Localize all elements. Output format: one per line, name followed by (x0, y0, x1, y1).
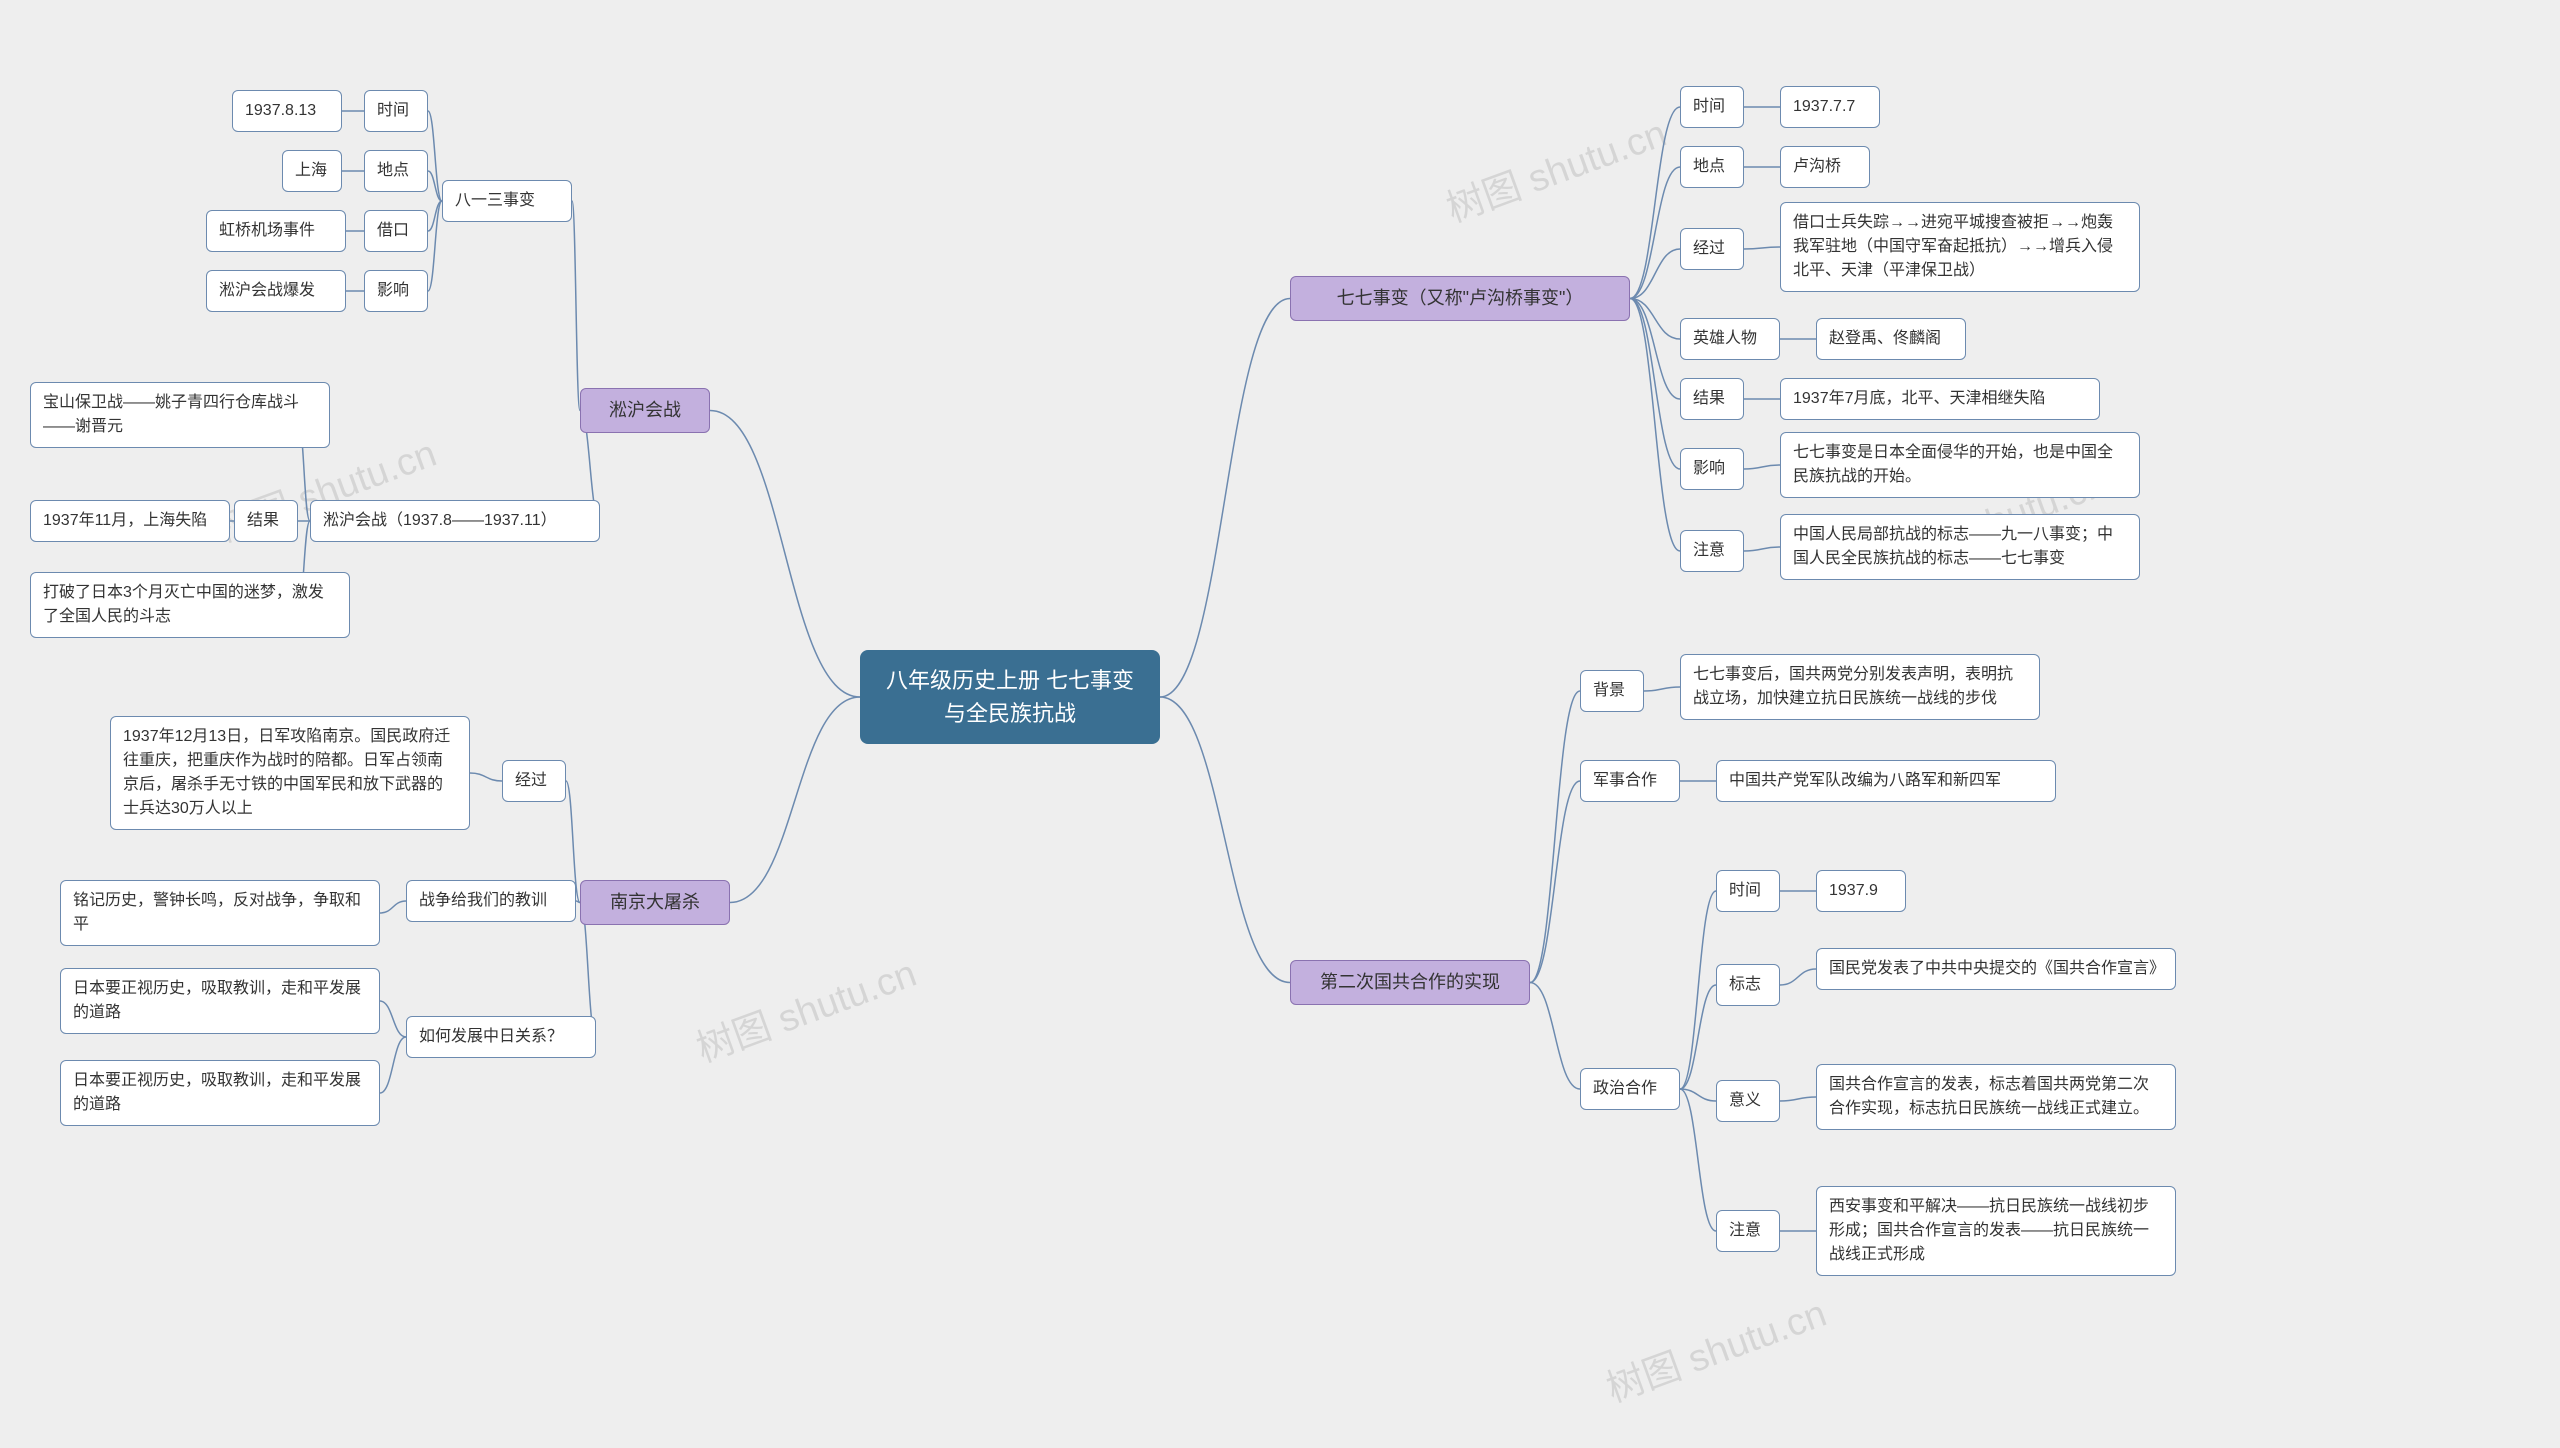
node-gg_bg_v[interactable]: 七七事变后，国共两党分别发表声明，表明抗战立场，加快建立抗日民族统一战线的步伐 (1680, 654, 2040, 720)
edge (1630, 299, 1680, 470)
edge (1780, 969, 1816, 985)
node-qq_note_v[interactable]: 中国人民局部抗战的标志——九一八事变；中国人民全民族抗战的标志——七七事变 (1780, 514, 2140, 580)
node-qq_hero_v[interactable]: 赵登禹、佟麟阁 (1816, 318, 1966, 360)
node-nj_less_v[interactable]: 铭记历史，警钟长鸣，反对战争，争取和平 (60, 880, 380, 946)
edge (1780, 1097, 1816, 1101)
node-sh_b_zy_v[interactable]: 宝山保卫战——姚子青四行仓库战斗——谢晋元 (30, 382, 330, 448)
edge (1644, 687, 1680, 691)
node-gg_pol_time_k[interactable]: 时间 (1716, 870, 1780, 912)
node-sh_813_pre_v[interactable]: 虹桥机场事件 (206, 210, 346, 252)
node-sh_b_res_v[interactable]: 1937年11月，上海失陷 (30, 500, 230, 542)
edge (380, 1037, 406, 1093)
edge (1160, 697, 1290, 983)
node-sh_813[interactable]: 八一三事变 (442, 180, 572, 222)
node-nj_rel_v1[interactable]: 日本要正视历史，吸取教训，走和平发展的道路 (60, 968, 380, 1034)
edge (1630, 299, 1680, 552)
node-nj_rel_k[interactable]: 如何发展中日关系？ (406, 1016, 596, 1058)
edge (1630, 107, 1680, 299)
node-sh_b_inf_v[interactable]: 打破了日本3个月灭亡中国的迷梦，激发了全国人民的斗志 (30, 572, 350, 638)
node-gg_pol_k[interactable]: 政治合作 (1580, 1068, 1680, 1110)
edge (380, 1001, 406, 1037)
edge (1530, 691, 1580, 983)
edge (572, 201, 580, 411)
edge (1744, 547, 1780, 551)
mindmap-canvas: 树图 shutu.cn树图 shutu.cn树图 shutu.cn树图 shut… (0, 0, 2560, 1448)
node-qq_proc_k[interactable]: 经过 (1680, 228, 1744, 270)
node-gg_pol_mark_k[interactable]: 标志 (1716, 964, 1780, 1006)
node-gg_pol_mark_v[interactable]: 国民党发表了中共中央提交的《国共合作宣言》 (1816, 948, 2176, 990)
node-sh_b_res_k[interactable]: 结果 (234, 500, 298, 542)
edge (1680, 1089, 1716, 1231)
node-b_nanjing[interactable]: 南京大屠杀 (580, 880, 730, 925)
node-qq_inf_v[interactable]: 七七事变是日本全面侵华的开始，也是中国全民族抗战的开始。 (1780, 432, 2140, 498)
node-qq_proc_v[interactable]: 借口士兵失踪→→进宛平城搜查被拒→→炮轰我军驻地（中国守军奋起抵抗）→→增兵入侵… (1780, 202, 2140, 292)
node-qq_inf_k[interactable]: 影响 (1680, 448, 1744, 490)
edge (1160, 299, 1290, 698)
node-b_songhu[interactable]: 淞沪会战 (580, 388, 710, 433)
node-nj_less_k[interactable]: 战争给我们的教训 (406, 880, 576, 922)
node-nj_proc_k[interactable]: 经过 (502, 760, 566, 802)
edge (470, 773, 502, 781)
node-qq_time_k[interactable]: 时间 (1680, 86, 1744, 128)
node-gg_pol_note_v[interactable]: 西安事变和平解决——抗日民族统一战线初步形成；国共合作宣言的发表——抗日民族统一… (1816, 1186, 2176, 1276)
node-gg_pol_mean_k[interactable]: 意义 (1716, 1080, 1780, 1122)
node-gg_mil_v[interactable]: 中国共产党军队改编为八路军和新四军 (1716, 760, 2056, 802)
node-qq_time_v[interactable]: 1937.7.7 (1780, 86, 1880, 128)
node-qq_res_v[interactable]: 1937年7月底，北平、天津相继失陷 (1780, 378, 2100, 420)
edge (710, 411, 860, 698)
node-sh_813_place_v[interactable]: 上海 (282, 150, 342, 192)
node-sh_813_place_k[interactable]: 地点 (364, 150, 428, 192)
node-gg_mil_k[interactable]: 军事合作 (1580, 760, 1680, 802)
node-b_guogong[interactable]: 第二次国共合作的实现 (1290, 960, 1530, 1005)
edge (1530, 781, 1580, 983)
node-qq_place_k[interactable]: 地点 (1680, 146, 1744, 188)
node-sh_813_inf_v[interactable]: 淞沪会战爆发 (206, 270, 346, 312)
edge (1744, 465, 1780, 469)
edge (1680, 891, 1716, 1089)
node-sh_813_pre_k[interactable]: 借口 (364, 210, 428, 252)
node-sh_813_time_v[interactable]: 1937.8.13 (232, 90, 342, 132)
edge (1680, 985, 1716, 1089)
node-b_qiqi[interactable]: 七七事变（又称"卢沟桥事变"） (1290, 276, 1630, 321)
node-qq_note_k[interactable]: 注意 (1680, 530, 1744, 572)
node-sh_813_time_k[interactable]: 时间 (364, 90, 428, 132)
node-sh_813_inf_k[interactable]: 影响 (364, 270, 428, 312)
node-qq_res_k[interactable]: 结果 (1680, 378, 1744, 420)
node-nj_proc_v[interactable]: 1937年12月13日，日军攻陷南京。国民政府迁往重庆，把重庆作为战时的陪都。日… (110, 716, 470, 830)
node-gg_bg_k[interactable]: 背景 (1580, 670, 1644, 712)
edge (1630, 167, 1680, 299)
edge (730, 697, 860, 903)
edge (1744, 247, 1780, 249)
node-gg_pol_time_v[interactable]: 1937.9 (1816, 870, 1906, 912)
node-qq_hero_k[interactable]: 英雄人物 (1680, 318, 1780, 360)
node-gg_pol_note_k[interactable]: 注意 (1716, 1210, 1780, 1252)
edge (1530, 983, 1580, 1090)
edge (380, 901, 406, 913)
node-nj_rel_v2[interactable]: 日本要正视历史，吸取教训，走和平发展的道路 (60, 1060, 380, 1126)
node-gg_pol_mean_v[interactable]: 国共合作宣言的发表，标志着国共两党第二次合作实现，标志抗日民族统一战线正式建立。 (1816, 1064, 2176, 1130)
node-sh_battle[interactable]: 淞沪会战（1937.8——1937.11） (310, 500, 600, 542)
node-root: 八年级历史上册 七七事变与全民族抗战 (860, 650, 1160, 744)
node-qq_place_v[interactable]: 卢沟桥 (1780, 146, 1870, 188)
